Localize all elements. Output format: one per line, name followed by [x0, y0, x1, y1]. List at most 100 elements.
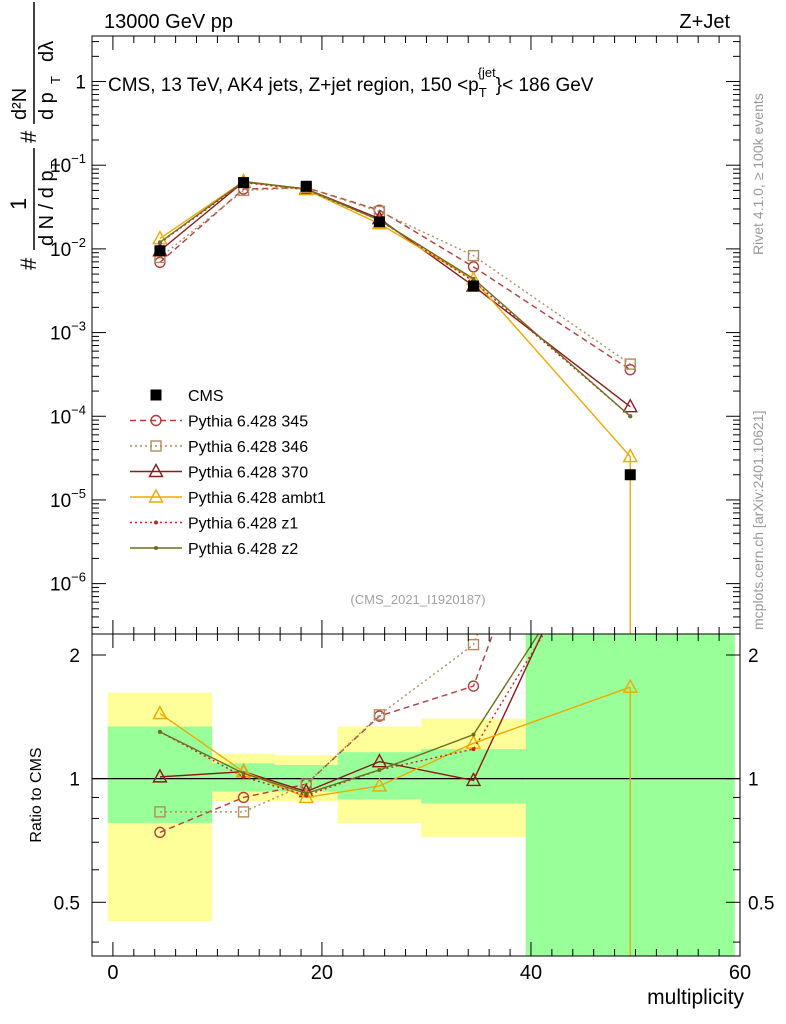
y-tick-label-base: 1 — [75, 73, 86, 94]
ratio-point-p370 — [152, 768, 168, 783]
ratio-y-tick-label-right: 2 — [748, 646, 759, 667]
y-tick-label-exp: −5 — [71, 486, 86, 501]
ratio-point-p345 — [237, 791, 250, 804]
rivet-label: Rivet 4.1.0, ≥ 100k events — [750, 93, 766, 255]
title-post: }< 186 GeV — [496, 75, 594, 96]
legend: CMS Pythia 6.428 345 Pythia 6.428 346 Pythi… — [130, 388, 326, 558]
ratio-point-p346 — [373, 709, 386, 721]
title-sub: T — [479, 85, 487, 100]
x-tick-label: 40 — [520, 962, 542, 984]
ylabel-dlambda: dλ — [36, 41, 58, 62]
ratio-point-p370 — [465, 771, 482, 787]
x-axis-label: multiplicity — [647, 986, 744, 1009]
point-cms — [467, 280, 479, 292]
x-tick-label: 0 — [107, 962, 118, 984]
ratio-frame — [91, 633, 741, 957]
point-p346 — [467, 249, 480, 262]
series-line-p345 — [159, 186, 631, 371]
legend-marker-z2 — [154, 546, 158, 550]
point-cms — [154, 245, 166, 257]
x-tick-label: 20 — [311, 962, 333, 984]
y-tick-label: 10−2 — [50, 235, 86, 261]
y-tick-label: 10−3 — [50, 319, 86, 345]
legend-label-p346: Pythia 6.428 346 — [188, 439, 308, 456]
ratio-band-green — [421, 749, 526, 804]
legend-marker-p345 — [150, 414, 162, 427]
series-line-z2 — [159, 180, 631, 417]
series-line-z1 — [159, 181, 631, 417]
axis-ticks: 10−610−510−410−310−210−110.5 0.51 12 20 20 40… — [50, 36, 774, 984]
ratio-point-z1 — [241, 774, 246, 779]
ratio-point-ambt1 — [371, 777, 388, 792]
legend-marker-p346 — [150, 440, 162, 452]
y-tick-label: 10−6 — [50, 570, 86, 596]
y-tick-label-base: 10 — [50, 491, 71, 512]
legend-label-z2: Pythia 6.428 z2 — [188, 541, 298, 558]
point-z2 — [628, 414, 633, 419]
ratio-y-tick-label-left: 1 — [69, 770, 80, 791]
ratio-y-tick-label-left: 2 — [69, 646, 80, 667]
ratio-point-p346 — [154, 806, 166, 818]
legend-marker-z1 — [154, 520, 158, 525]
ratio-point-z2 — [377, 767, 382, 772]
ratio-y-tick-label-left: 0.5 — [54, 893, 80, 914]
y-tick-label-base: 10 — [50, 407, 71, 428]
ratio-point-z2 — [157, 729, 162, 734]
legend-marker-cms — [150, 389, 162, 401]
ratio-point-z2 — [241, 771, 246, 776]
ratio-line-z2 — [159, 634, 540, 795]
title-sup: {jet — [478, 65, 496, 80]
ratio-y-label: Ratio to CMS — [28, 747, 45, 842]
y-tick-label-base: 10 — [50, 156, 71, 177]
ylabel-d2n: d²N — [9, 88, 31, 120]
y-axis-label: # 1 d N / d p T # d²N d p T dλ — [6, 2, 63, 270]
point-cms — [624, 469, 636, 481]
ratio-point-ambt1 — [298, 788, 314, 804]
point-z2 — [471, 276, 476, 281]
y-tick-label: 10−1 — [50, 151, 86, 177]
series-line-p346 — [159, 186, 631, 365]
y-tick-label-exp: −4 — [71, 402, 86, 417]
legend-label-cms: CMS — [188, 388, 224, 405]
legend-label-p345: Pythia 6.428 345 — [188, 414, 308, 431]
ylabel-t1: T — [48, 161, 63, 169]
ratio-point-p346 — [467, 638, 480, 651]
legend-marker-p370 — [148, 463, 164, 478]
ratio-point-p345 — [154, 826, 166, 839]
axis-frames — [91, 35, 741, 957]
mcplots-label: mcplots.cern.ch [arXiv:2401.10621] — [750, 411, 766, 630]
x-tick-label: 60 — [729, 962, 751, 984]
ylabel-t2: T — [48, 76, 63, 84]
y-tick-label-exp: −6 — [71, 570, 86, 585]
series-line-p370 — [159, 181, 631, 408]
legend-label-z1: Pythia 6.428 z1 — [188, 516, 298, 533]
y-tick-label-exp: −1 — [71, 151, 86, 166]
ylabel-dn: d N / d p — [36, 170, 58, 246]
point-cms — [300, 180, 312, 192]
ratio-point-p370 — [371, 753, 388, 768]
ratio-line-ambt1 — [159, 686, 631, 799]
ylabel-hash1: # — [16, 257, 41, 270]
header-left-label: 13000 GeV pp — [104, 11, 233, 33]
ylabel-one: 1 — [6, 198, 31, 210]
y-tick-label-exp: −2 — [71, 235, 86, 250]
point-z2 — [157, 240, 162, 245]
legend-marker-ambt1 — [148, 488, 164, 503]
point-p346 — [624, 358, 636, 370]
ratio-point-p345 — [467, 680, 480, 692]
ratio-y-tick-label-right: 1 — [748, 770, 759, 791]
point-cms — [238, 177, 250, 189]
y-tick-label-base: 10 — [50, 575, 71, 596]
ratio-point-p346 — [237, 806, 250, 818]
upper-series-layer — [152, 172, 638, 634]
y-tick-label-exp: −3 — [71, 319, 86, 334]
legend-label-ambt1: Pythia 6.428 ambt1 — [188, 490, 326, 507]
ylabel-dpt: d p — [36, 92, 58, 120]
ratio-point-ambt1 — [152, 705, 168, 720]
ylabel-hash2: # — [16, 130, 41, 143]
y-tick-label-base: 10 — [50, 240, 71, 261]
title-pre: CMS, 13 TeV, AK4 jets, Z+jet region, 150… — [108, 75, 479, 96]
ratio-point-z1 — [471, 747, 476, 752]
ratio-line-p370 — [159, 634, 543, 793]
watermark: (CMS_2021_I1920187) — [350, 592, 485, 607]
